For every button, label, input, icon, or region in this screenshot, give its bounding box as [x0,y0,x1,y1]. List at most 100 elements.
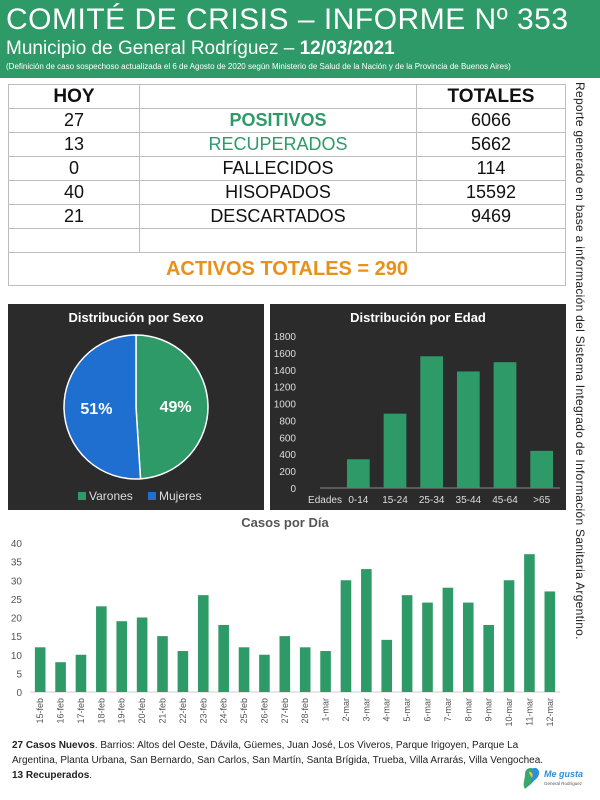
header: COMITÉ DE CRISIS – INFORME Nº 353 Munici… [0,0,600,78]
empty-cell [8,228,140,253]
y-tick-label: 0 [290,484,296,495]
new-cases-barrios: . Barrios: Altos del Oeste, Dávila, Güem… [12,740,544,766]
x-tick-label: 9-mar [484,698,494,722]
y-tick-label: 800 [279,416,296,427]
age-distribution-panel: Distribución por Edad 0 200 400 600 800 1000 1… [270,304,566,510]
stats-table: HOY TOTALES 27 POSITIVOS 6066 13 RECUPER… [8,84,566,286]
y-tick-label: 35 [11,558,23,569]
x-tick-label: 35-44 [456,495,482,506]
x-tick-label: 7-mar [443,698,453,722]
x-tick-label: 23-feb [198,698,208,724]
x-tick-label: 6-mar [423,698,433,722]
age-bar [530,450,554,488]
age-bar-chart: 0 200 400 600 800 1000 1200 1400 1600 1800 0-14 15-… [274,332,560,506]
hoy-header: HOY [8,84,140,109]
total-value: 5662 [416,132,566,157]
legend-label: Mujeres [159,489,202,503]
x-tick-label: >65 [533,495,550,506]
x-tick-label: 45-64 [492,495,518,506]
x-tick-label: 19-feb [117,698,127,724]
daily-bar [462,602,474,692]
daily-bar [55,662,66,692]
row-label: FALLECIDOS [139,156,417,181]
y-tick-label: 10 [11,651,23,662]
pie-value-label: 49% [160,399,192,416]
hoy-value: 0 [8,156,140,181]
age-bar [346,459,370,488]
daily-bar [157,636,168,692]
daily-bar [259,654,270,692]
x-tick-label: 10-mar [504,698,514,727]
age-bar [456,371,480,488]
y-tick-label: 5 [16,669,22,680]
logo-text: Me gusta [544,769,583,779]
x-tick-label: 1-mar [321,698,331,722]
logo-leaf-blue [531,767,540,783]
sex-distribution-panel: Distribución por Sexo 49% 51% Varones Mujer… [8,304,264,510]
report-subtitle: Municipio de General Rodríguez – 12/03/2… [6,38,395,60]
recovered-note: 13 Recuperados. [12,768,552,783]
total-value: 6066 [416,108,566,133]
x-tick-label: 20-feb [137,698,147,724]
stats-row-positivos: 27 POSITIVOS 6066 [8,108,566,133]
y-tick-label: 30 [11,576,23,587]
new-cases-note: 27 Casos Nuevos. Barrios: Altos del Oest… [12,738,552,768]
y-tick-label: 15 [11,632,23,643]
daily-bar [197,595,209,692]
logo-leaf-yellow [529,771,533,778]
y-tick-label: 20 [11,614,23,625]
stats-row-descartados: 21 DESCARTADOS 9469 [8,204,566,229]
daily-bar [218,624,229,692]
row-label: HISOPADOS [139,180,417,205]
x-tick-label: 3-mar [361,698,371,722]
x-tick-label: 12-mar [545,698,555,727]
legend-label: Varones [89,489,133,503]
row-label: DESCARTADOS [139,204,417,229]
x-tick-label: 21-feb [158,698,168,724]
daily-bar [544,591,556,692]
x-tick-label: 2-mar [341,698,351,722]
empty-cell [139,228,417,253]
x-tick-label: 27-feb [280,698,290,724]
pie-slice [135,334,209,480]
legend-swatch [148,492,156,500]
hoy-value: 21 [8,204,140,229]
x-tick-label: 26-feb [259,698,269,724]
daily-bar [401,595,413,692]
y-tick-label: 0 [16,688,22,699]
y-tick-label: 25 [11,595,23,606]
y-tick-label: 1400 [274,366,297,377]
stats-empty-row [8,228,566,253]
label-header [139,84,417,109]
x-axis-label: Edades [308,495,342,506]
daily-bar [177,651,189,692]
y-tick-label: 1800 [274,332,297,343]
daily-bar [136,617,148,692]
total-value: 15592 [416,180,566,205]
definition-note: (Definición de caso sospechoso actualiza… [6,62,511,71]
x-tick-label: 25-feb [239,698,249,724]
age-bar [493,362,517,488]
daily-bar [361,569,372,692]
activos-totales: ACTIVOS TOTALES = 290 [8,252,566,286]
pie-slice [63,334,142,480]
total-value: 9469 [416,204,566,229]
x-tick-label: 4-mar [382,698,392,722]
daily-bar [34,647,46,692]
totales-header: TOTALES [416,84,566,109]
empty-cell [416,228,566,253]
hoy-value: 27 [8,108,140,133]
daily-bar [340,580,352,692]
y-tick-label: 1000 [274,400,297,411]
sex-pie-chart: 49% 51% Varones Mujeres [63,334,209,503]
total-value: 114 [416,156,566,181]
daily-bar [381,639,393,692]
report-date: 12/03/2021 [299,38,395,59]
side-source-note: Reporte generado en base a información d… [573,82,587,640]
age-bar [420,356,444,488]
pie-value-label: 51% [80,401,112,418]
footer-notes: 27 Casos Nuevos. Barrios: Altos del Oest… [12,738,552,783]
recovered-count: 13 Recuperados [12,770,90,781]
daily-bar [75,654,87,692]
x-tick-label: 22-feb [178,698,188,724]
